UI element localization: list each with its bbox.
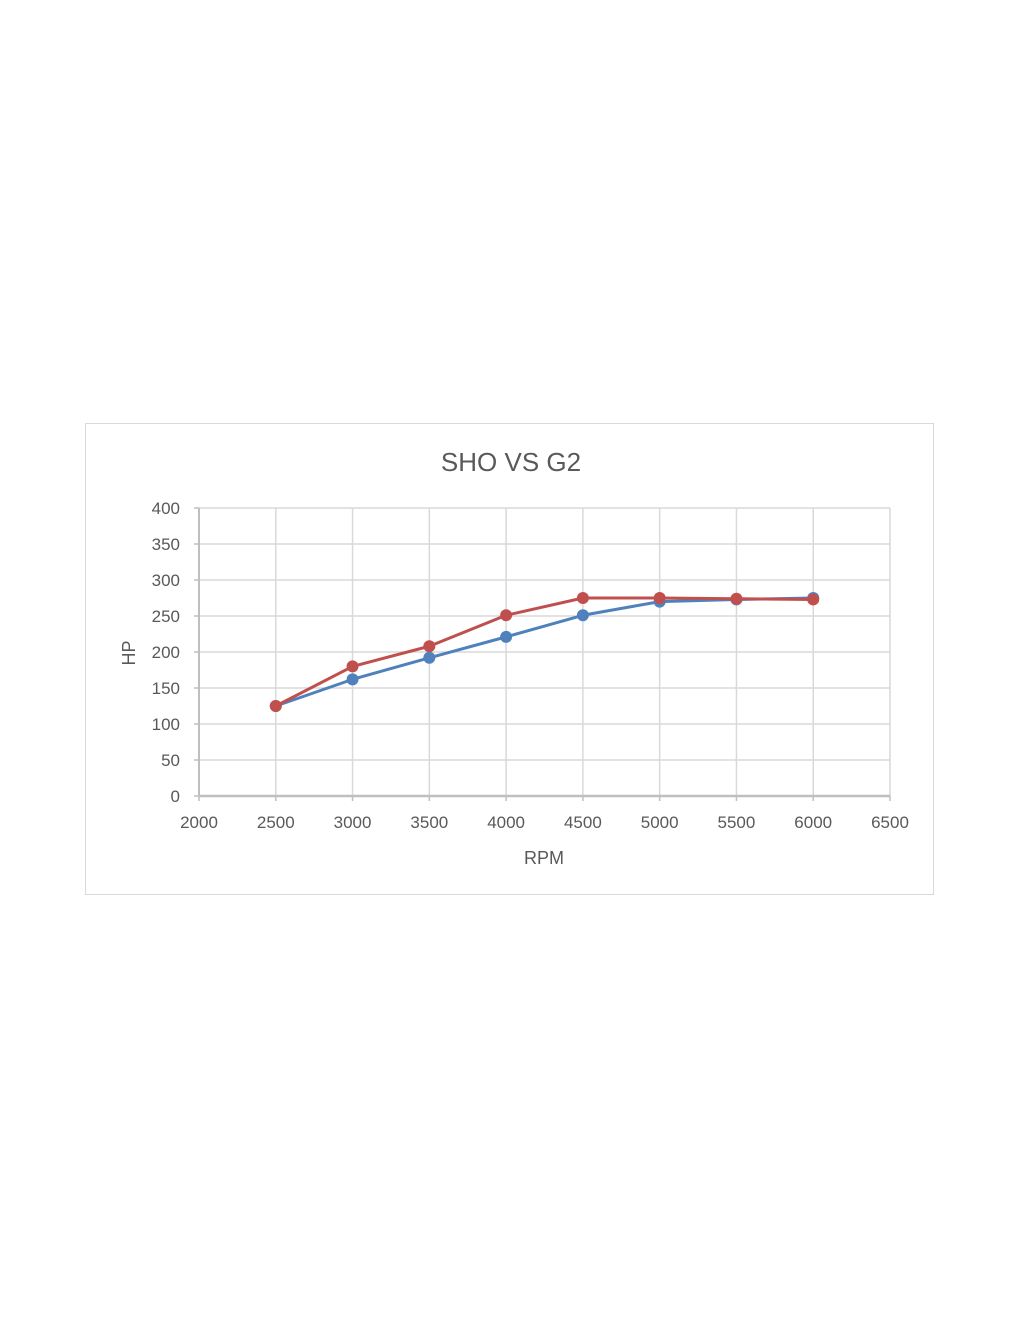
data-point xyxy=(807,593,820,606)
y-tick-label: 50 xyxy=(161,751,180,770)
data-point xyxy=(653,592,666,604)
x-tick-label: 5500 xyxy=(718,813,756,832)
gridlines xyxy=(199,507,891,796)
data-point xyxy=(500,609,513,622)
x-tick-label: 4000 xyxy=(487,813,525,832)
y-tick-label: 400 xyxy=(152,499,180,518)
y-tick-label: 150 xyxy=(152,679,180,698)
y-axis-title: HP xyxy=(119,640,139,665)
y-tick-labels: 0 50 100 150 200 250 300 350 400 xyxy=(152,499,180,806)
x-tick-label: 4500 xyxy=(564,813,602,832)
y-tick-label: 300 xyxy=(152,571,180,590)
chart-title: SHO VS G2 xyxy=(441,447,581,477)
x-tick-label: 2500 xyxy=(257,813,295,832)
y-tick-label: 0 xyxy=(171,787,180,806)
x-tick-labels: 2000 2500 3000 3500 4000 4500 5000 5500 6000 6500 xyxy=(180,813,909,832)
axes xyxy=(194,507,891,801)
x-axis-title: RPM xyxy=(524,848,564,868)
data-point xyxy=(423,651,436,664)
series-2 xyxy=(269,592,820,712)
x-tick-label: 5000 xyxy=(641,813,679,832)
series-line xyxy=(275,596,814,708)
data-point xyxy=(576,609,589,622)
x-tick-label: 2000 xyxy=(180,813,218,832)
y-tick-label: 200 xyxy=(152,643,180,662)
data-series xyxy=(269,592,820,712)
y-tick-label: 100 xyxy=(152,715,180,734)
x-tick-label: 3500 xyxy=(410,813,448,832)
x-tick-label: 6000 xyxy=(794,813,832,832)
data-point xyxy=(346,673,359,686)
chart-container: SHO VS G2 2000 2500 3000 3500 4000 4500 5000 55… xyxy=(85,423,934,895)
line-chart: SHO VS G2 2000 2500 3000 3500 4000 4500 5000 55… xyxy=(119,447,909,868)
data-point xyxy=(576,592,589,604)
y-tick-label: 250 xyxy=(152,607,180,626)
data-point xyxy=(500,630,513,643)
data-point xyxy=(730,592,743,605)
x-tick-label: 3000 xyxy=(334,813,372,832)
data-point xyxy=(346,660,359,673)
data-point xyxy=(269,700,282,712)
y-tick-label: 350 xyxy=(152,535,180,554)
x-tick-label: 6500 xyxy=(871,813,909,832)
data-point xyxy=(423,640,436,653)
